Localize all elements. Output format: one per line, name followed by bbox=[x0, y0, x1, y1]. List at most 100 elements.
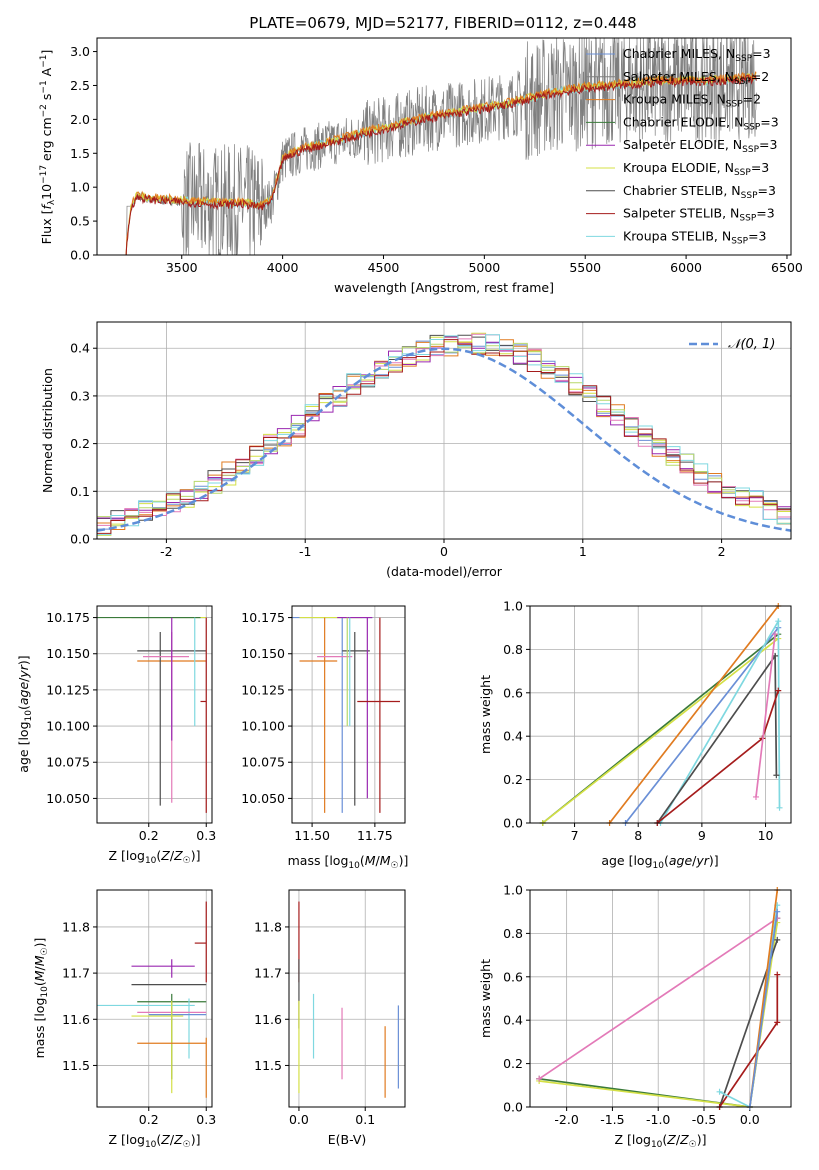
x-tick-label: 8 bbox=[634, 828, 642, 843]
x-tick-label: 0.2 bbox=[139, 1112, 159, 1127]
y-tick-label: 0.4 bbox=[70, 341, 90, 356]
observed-spectrum-line bbox=[125, 36, 757, 256]
series-marker bbox=[774, 936, 781, 943]
series-marker bbox=[775, 687, 782, 694]
x-axis-label: Z [log10(Z/Z☉)] bbox=[108, 1132, 200, 1150]
mass-weight-vs-age-axes: 7 8 9 10 0.0 0.2 0.4 0.6 0.8 1.0 age [log10(age/yr… bbox=[478, 599, 792, 871]
legend-entry: Chabrier STELIB, NSSP=3 bbox=[623, 183, 776, 201]
y-tick-label: 0.5 bbox=[70, 214, 90, 229]
y-tick-label: 3.0 bbox=[70, 44, 90, 59]
x-tick-label: 0.2 bbox=[139, 828, 159, 843]
x-tick-label: 4000 bbox=[267, 260, 299, 275]
x-tick-label: 2 bbox=[718, 544, 726, 559]
legend-entry: Salpeter STELIB, NSSP=3 bbox=[623, 206, 775, 224]
legend-entry: Salpeter MILES, NSSP=2 bbox=[623, 69, 769, 87]
histogram-step-line bbox=[97, 334, 791, 536]
y-tick-label: 10.125 bbox=[46, 682, 90, 697]
x-axis-label: E(B-V) bbox=[328, 1132, 367, 1147]
axes-frame bbox=[96, 889, 213, 1108]
y-tick-label: 0.4 bbox=[503, 1013, 523, 1028]
x-tick-label: 5000 bbox=[468, 260, 500, 275]
y-tick-label: 0.3 bbox=[70, 388, 90, 403]
y-tick-label: 11.5 bbox=[254, 1058, 282, 1073]
x-tick-label: 0.3 bbox=[196, 1112, 216, 1127]
x-axis-label: (data-model)/error bbox=[386, 564, 503, 579]
x-tick-label: 6000 bbox=[670, 260, 702, 275]
y-axis-label: mass [log10(M/M☉)] bbox=[32, 938, 50, 1059]
y-tick-label: 11.7 bbox=[254, 966, 282, 981]
x-axis-label: wavelength [Angstrom, rest frame] bbox=[334, 280, 554, 295]
x-tick-label: 10 bbox=[758, 828, 774, 843]
x-tick-label: -2.0 bbox=[554, 1112, 578, 1127]
y-tick-label: 0.6 bbox=[503, 685, 523, 700]
series-marker bbox=[774, 1019, 781, 1026]
x-axis-label: Z [log10(Z/Z☉)] bbox=[614, 1132, 706, 1150]
y-tick-label: 11.8 bbox=[254, 919, 282, 934]
legend-entry: Kroupa ELODIE, NSSP=3 bbox=[623, 160, 769, 178]
y-tick-label: 10.100 bbox=[241, 719, 285, 734]
y-tick-label: 10.175 bbox=[46, 610, 90, 625]
y-tick-label: 0.8 bbox=[503, 926, 523, 941]
x-tick-label: 5500 bbox=[569, 260, 601, 275]
y-axis-label: mass weight bbox=[478, 959, 493, 1038]
y-tick-label: 10.125 bbox=[241, 682, 285, 697]
y-tick-label: 0.1 bbox=[70, 484, 90, 499]
y-tick-label: 11.7 bbox=[62, 966, 90, 981]
y-axis-label: Normed distribution bbox=[40, 368, 55, 493]
x-tick-label: -1.0 bbox=[646, 1112, 670, 1127]
x-tick-label: -1.5 bbox=[600, 1112, 624, 1127]
legend-entry: Salpeter ELODIE, NSSP=3 bbox=[623, 137, 777, 155]
y-tick-label: 0.8 bbox=[503, 642, 523, 657]
y-axis-label: mass weight bbox=[478, 675, 493, 754]
axes-frame bbox=[529, 605, 792, 824]
series-marker bbox=[716, 1088, 723, 1095]
series-marker bbox=[752, 793, 759, 800]
x-axis-label: mass [log10(M/M☉)] bbox=[288, 853, 409, 871]
y-tick-label: 0.2 bbox=[70, 436, 90, 451]
residual-histogram-axes: -2 -1 0 1 2 0.0 0.1 0.2 0.3 0.4 (data-model)/error… bbox=[40, 321, 792, 579]
y-tick-label: 0.0 bbox=[503, 816, 523, 831]
x-tick-label: -2 bbox=[160, 544, 172, 559]
model-spectrum-line bbox=[125, 73, 757, 256]
y-tick-label: 1.0 bbox=[503, 599, 523, 614]
x-tick-label: 6500 bbox=[771, 260, 803, 275]
series-marker bbox=[775, 618, 782, 625]
x-tick-label: 7 bbox=[571, 828, 579, 843]
y-tick-label: 11.6 bbox=[62, 1012, 90, 1027]
y-tick-label: 2.5 bbox=[70, 78, 90, 93]
axes-frame bbox=[96, 321, 792, 540]
x-tick-label: -1 bbox=[299, 544, 311, 559]
y-tick-label: 10.050 bbox=[241, 791, 285, 806]
series-line bbox=[748, 911, 779, 1108]
series-line bbox=[538, 917, 778, 1080]
series-marker bbox=[774, 908, 781, 915]
y-tick-label: 10.100 bbox=[46, 719, 90, 734]
y-tick-label: 0.0 bbox=[70, 532, 90, 547]
y-tick-label: 0.0 bbox=[70, 248, 90, 263]
y-tick-label: 11.8 bbox=[62, 919, 90, 934]
age-vs-mass-axes: 11.50 11.75 10.050 10.075 10.100 10.125 10.150… bbox=[241, 605, 409, 871]
x-tick-label: -0.5 bbox=[692, 1112, 716, 1127]
y-tick-label: 0.6 bbox=[503, 969, 523, 984]
series-marker bbox=[772, 631, 779, 638]
series-line bbox=[624, 627, 779, 824]
series-line bbox=[542, 637, 779, 824]
y-tick-label: 11.5 bbox=[62, 1058, 90, 1073]
mass-vs-z-axes: 0.2 0.3 11.5 11.6 11.7 11.8 Z [log10(Z/Z☉)] mas… bbox=[32, 889, 216, 1150]
mass-weight-vs-z-axes: -2.0 -1.5 -1.0 -0.5 0.0 0.0 0.2 0.4 0.6 0.8 1.0 Z [… bbox=[478, 883, 792, 1150]
x-tick-label: 3500 bbox=[166, 260, 198, 275]
x-tick-label: 11.75 bbox=[357, 828, 393, 843]
y-tick-label: 1.0 bbox=[503, 883, 523, 898]
y-tick-label: 1.5 bbox=[70, 146, 90, 161]
y-tick-label: 0.2 bbox=[503, 1056, 523, 1071]
x-tick-label: 0.3 bbox=[196, 828, 216, 843]
series-marker bbox=[773, 772, 780, 779]
x-tick-label: 0.0 bbox=[289, 1112, 309, 1127]
x-tick-label: 9 bbox=[698, 828, 706, 843]
axes-frame bbox=[96, 605, 213, 824]
x-tick-label: 0 bbox=[440, 544, 448, 559]
x-axis-label: Z [log10(Z/Z☉)] bbox=[108, 848, 200, 866]
y-tick-label: 10.075 bbox=[241, 755, 285, 770]
normal-distribution-curve bbox=[96, 347, 792, 532]
